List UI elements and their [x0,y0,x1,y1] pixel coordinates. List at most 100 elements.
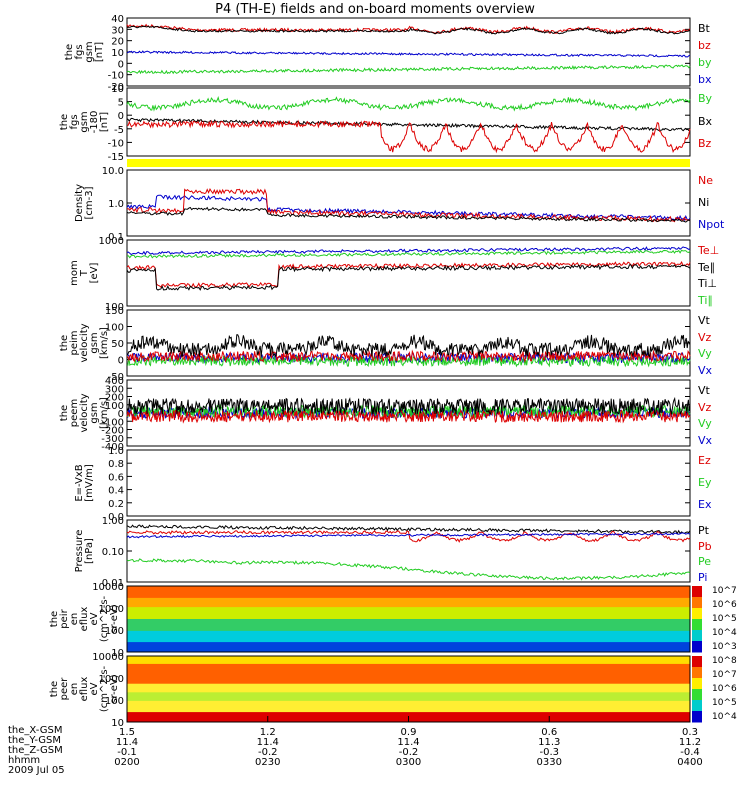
colorbar-swatch [692,667,702,679]
spectrogram-band [127,630,690,643]
legend-peim_velocity-0: Vt [698,314,710,327]
ytick-label-peer_efflux: 100 [105,696,124,707]
ytick-label-fgs_gsm: -20 [108,82,124,93]
legend-efield-0: Ez [698,454,711,467]
xaxis-value: -0.2 [258,747,278,758]
colorbar-label: 10^5 [712,698,737,708]
colorbar-swatch [692,656,702,668]
series-Bz [127,119,691,154]
xaxis-value: 0.3 [682,727,698,738]
series-Pi [126,532,691,539]
series-Vy [126,354,691,368]
legend-fgs_gsm_hp-2: Bz [698,137,712,151]
ytick-label-efield: 0.0 [108,512,124,523]
ytick-label-temperature: 1000 [99,236,124,247]
ylabel-efield: E=-VxB [mV/m] [74,464,95,502]
legend-peem_velocity-1: Vz [698,400,712,414]
ytick-label-fgs_gsm: 10 [111,48,124,59]
ytick-label-peer_efflux: 10 [111,718,124,729]
series-bz [126,23,691,35]
panel-frame-pressure [126,519,691,583]
ytick-label-temperature: 100 [105,302,124,313]
ytick-label-peer_efflux: 1000 [99,674,124,685]
spectrogram-band [127,656,690,665]
plot-title: P4 (TH-E) fields and on-board moments ov… [215,2,535,17]
legend-pressure-1: Pb [698,539,712,553]
legend-temperature-2: Ti⊥ [698,277,718,290]
ytick-label-peir_efflux: 10 [111,648,124,659]
spectrogram-band [127,597,690,608]
colorbar-label: 10^6 [712,684,737,694]
xaxis-value: 0230 [255,757,280,768]
xaxis-value: 1.5 [119,727,135,738]
series-Ti-par [126,249,691,259]
colorbar-swatch [692,586,702,598]
xaxis-value: 11.4 [397,737,419,748]
panel-frame-efield [126,449,691,517]
ytick-label-pressure: 0.01 [102,578,124,589]
colorbar-label: 10^7 [712,586,737,596]
legend-temperature-0: Te⊥ [698,244,720,257]
xaxis-value: 0300 [396,757,421,768]
xaxis-value: 11.4 [116,737,138,748]
spectrogram-band [127,700,690,713]
xaxis-row-label: the_X-GSM [8,725,63,736]
panel-frame-overlay [126,585,691,653]
spectrogram-band [127,642,690,653]
series-Vt [126,334,691,358]
ytick-label-efield: 0.6 [108,472,124,483]
legend-peim_velocity-2: Vy [698,347,712,360]
xaxis-value: 0.9 [401,727,417,738]
ytick-label-efield: 0.4 [108,486,124,497]
ytick-label-density: 10.0 [102,166,124,177]
ytick-label-peem_velocity: 0 [118,409,124,420]
legend-fgs_gsm-0: Bt [698,22,710,35]
ytick-label-fgs_gsm: 30 [111,25,124,36]
ytick-label-fgs_gsm_hp: -5 [114,125,124,136]
legend-peem_velocity-0: Vt [698,384,710,397]
legend-pressure-3: Pi [698,570,708,584]
colorbar-label: 10^3 [712,642,737,652]
legend-fgs_gsm_hp-1: Bx [698,114,713,128]
series-Vz [126,408,691,424]
ylabel-peim_velocity: the peim velocity gsm [km/s] [59,323,110,363]
legend-fgs_gsm-3: bx [698,73,712,86]
ytick-label-peem_velocity: 300 [105,384,124,395]
ytick-label-peir_efflux: 10000 [92,582,124,593]
panel-frame-density [126,169,691,237]
spectrogram-band [127,586,690,599]
colorbar-swatch [692,678,702,690]
ytick-label-peir_efflux: 100 [105,626,124,637]
ytick-label-peem_velocity: 200 [105,393,124,404]
xaxis-value: -0.4 [680,747,700,758]
legend-peim_velocity-3: Vx [698,363,713,377]
ylabel-temperature: mom T [eV] [69,260,100,286]
colorbar-label: 10^8 [712,656,737,666]
colorbar-label: 10^5 [712,614,737,624]
ytick-label-peem_velocity: -300 [101,434,124,445]
series-bx [126,50,691,58]
ylabel-peer_efflux: the peer en eflux eV (cm^2-s- sr-eV) [49,665,120,713]
ytick-label-fgs_gsm: 0 [118,59,124,70]
legend-peem_velocity-2: Vy [698,417,712,430]
colorbar-swatch [692,689,702,701]
ylabel-density: Density [cm-3] [74,183,95,223]
xaxis-value: 0400 [677,757,702,768]
series-By [126,96,691,112]
ytick-label-fgs_gsm_hp: -10 [108,138,124,149]
legend-temperature-1: Te∥ [698,260,716,274]
series-Ne [127,187,691,223]
ytick-label-peim_velocity: 100 [105,323,124,334]
ytick-label-efield: 1.0 [108,446,124,457]
ylabel-pressure: Pressure [nPa] [74,529,95,573]
legend-peim_velocity-1: Vz [698,330,712,344]
ytick-label-peim_velocity: 50 [111,339,124,350]
colorbar-swatch [692,630,702,642]
colorbar-swatch [692,597,702,609]
colorbar-swatch [692,641,702,653]
ytick-label-fgs_gsm_hp: 0 [118,111,124,122]
ytick-label-peim_velocity: -50 [108,372,124,383]
xaxis-value: 0200 [114,757,139,768]
legend-density-0: Ne [698,174,713,187]
